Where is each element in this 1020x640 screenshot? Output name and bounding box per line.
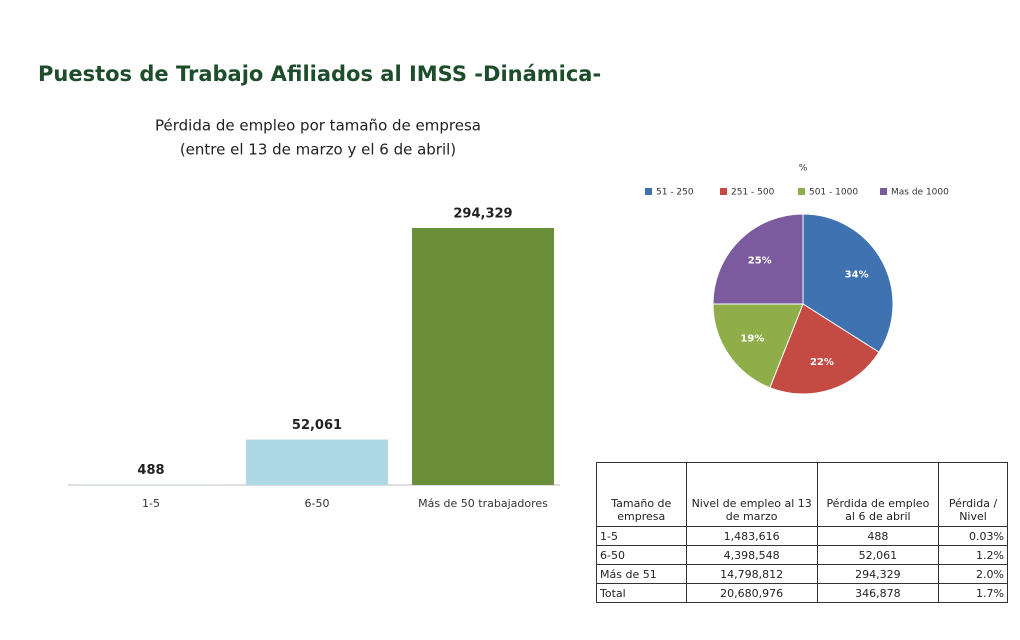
table-cell: 294,329 [816, 564, 940, 584]
table-cell: 1.2% [938, 545, 1008, 565]
table-row: 1-5 1,483,616 488 0.03% [596, 526, 1008, 546]
header-cell: Pérdida de empleo al 6 de abril [816, 462, 940, 527]
bar [412, 228, 554, 485]
pie-label: 25% [748, 256, 772, 267]
pie-slice [712, 213, 804, 305]
table-cell: 20,680,976 [685, 583, 818, 603]
legend-label: 251 - 500 [731, 188, 775, 198]
data-table: Tamaño de empresa Nivel de empleo al 13 d… [596, 462, 1008, 603]
pie-label: 34% [845, 270, 869, 281]
pie-label: 22% [810, 357, 834, 368]
header-cell: Nivel de empleo al 13 de marzo [685, 462, 818, 527]
legend-swatch [880, 188, 887, 195]
table-header: Tamaño de empresa Nivel de empleo al 13 d… [596, 462, 1008, 527]
table-body: 1-5 1,483,616 488 0.03% 6-50 4,398,548 52,061 1… [596, 526, 1008, 603]
table-cell: 6-50 [596, 545, 687, 565]
legend-swatch [720, 188, 727, 195]
bar [246, 439, 388, 485]
table-row: 6-50 4,398,548 52,061 1.2% [596, 545, 1008, 565]
pie-slice [802, 213, 894, 353]
slide-title: Puestos de Trabajo Afiliados al IMSS -Di… [38, 62, 601, 86]
header-cell: Pérdida / Nivel [938, 462, 1008, 527]
table-cell: 14,798,812 [685, 564, 818, 584]
bar-value-label: 488 [137, 463, 164, 478]
header-cell: Tamaño de empresa [596, 462, 687, 527]
x-tick-label: 6-50 [305, 497, 330, 510]
legend-label: Mas de 1000 [891, 188, 949, 198]
bar-title: Pérdida de empleo por tamaño de empresa [155, 117, 481, 135]
table-cell: 4,398,548 [685, 545, 818, 565]
legend-swatch [798, 188, 805, 195]
table-row: Total 20,680,976 346,878 1.7% [596, 583, 1008, 603]
legend-swatch [645, 188, 652, 195]
pie-title: % [799, 164, 808, 174]
bar-subtitle: (entre el 13 de marzo y el 6 de abril) [180, 141, 456, 159]
table-cell: 2.0% [938, 564, 1008, 584]
table-cell: 1.7% [938, 583, 1008, 603]
legend-label: 51 - 250 [656, 188, 694, 198]
bar-value-label: 294,329 [453, 207, 512, 222]
table-row: Más de 51 14,798,812 294,329 2.0% [596, 564, 1008, 584]
table-cell: 52,061 [816, 545, 940, 565]
bar-value-label: 52,061 [292, 418, 342, 433]
x-tick-label: 1-5 [142, 497, 160, 510]
table-cell: 1,483,616 [685, 526, 818, 546]
table-cell: 488 [816, 526, 940, 546]
pie-label: 19% [740, 333, 764, 344]
pie-slice [769, 303, 880, 395]
table-cell: Más de 51 [596, 564, 687, 584]
table-cell: 1-5 [596, 526, 687, 546]
legend-label: 501 - 1000 [809, 188, 858, 198]
x-tick-label: Más de 50 trabajadores [418, 497, 548, 510]
table-cell: Total [596, 583, 687, 603]
pie-slice [712, 303, 804, 389]
table-cell: 0.03% [938, 526, 1008, 546]
table-cell: 346,878 [816, 583, 940, 603]
